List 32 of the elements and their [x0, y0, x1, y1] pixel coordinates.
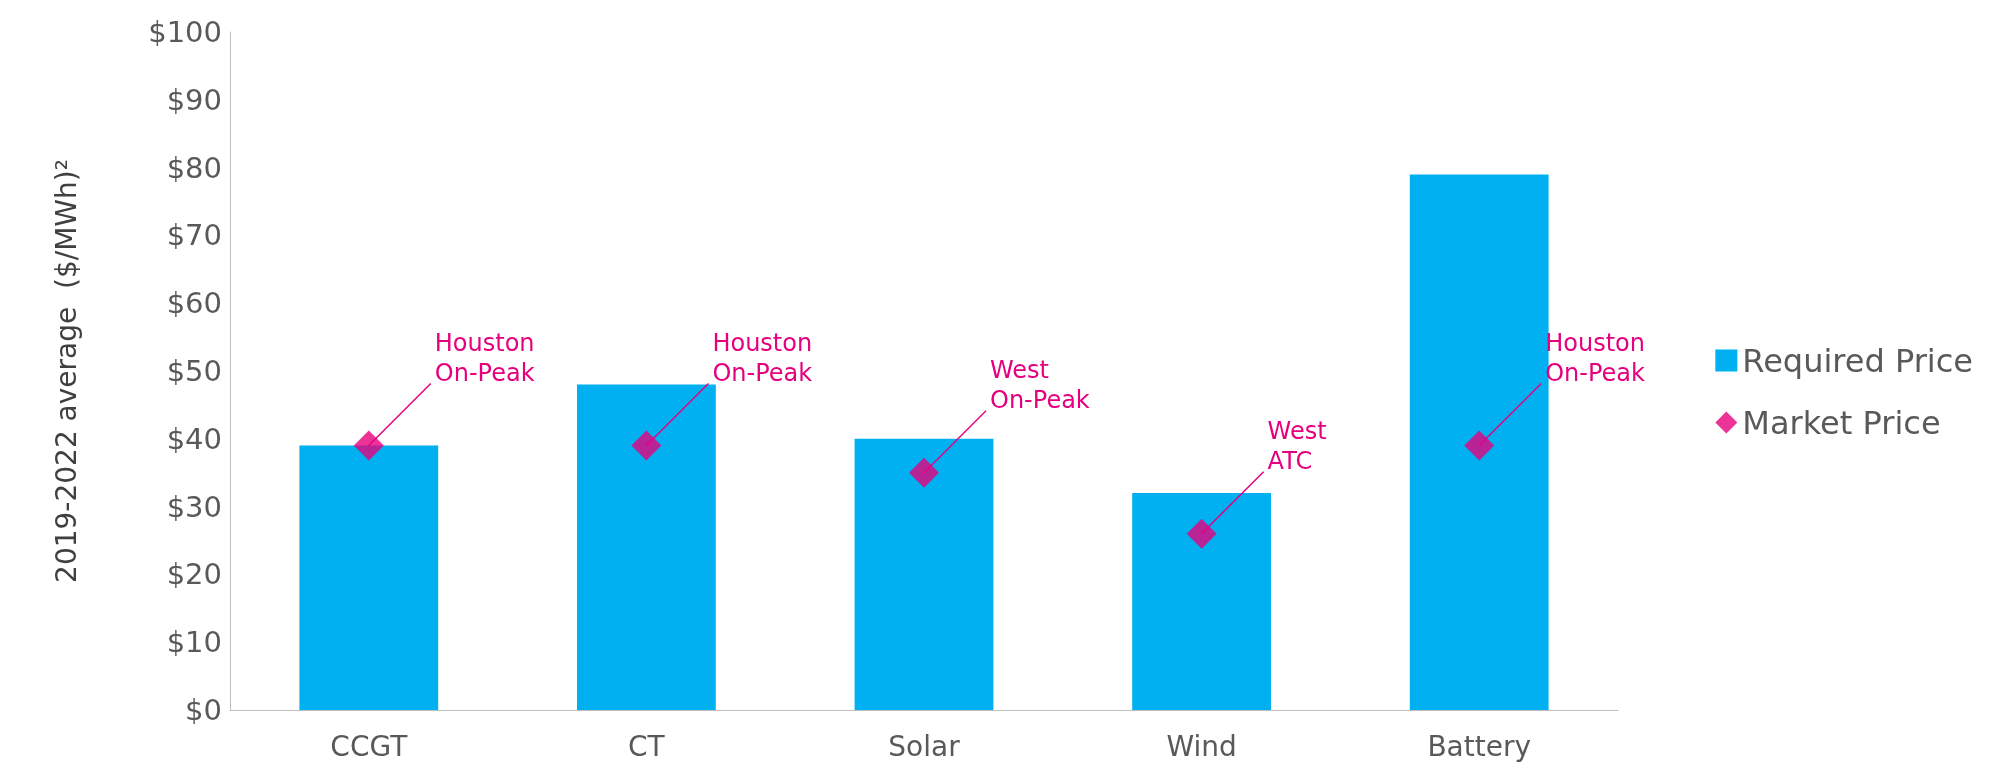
y-tick-label: $70 — [166, 218, 222, 253]
x-tick-label: CT — [628, 729, 666, 763]
point — [1186, 518, 1217, 549]
legend-label: Required Price — [1742, 341, 1973, 380]
y-tick-label: $40 — [166, 421, 222, 456]
y-tick-label: $30 — [166, 489, 222, 524]
point — [1464, 430, 1495, 461]
y-tick-label: $60 — [166, 286, 222, 321]
annotation: Houston On-Peak — [434, 328, 535, 387]
y-tick-label: $100 — [148, 15, 222, 49]
x-tick-label: Wind — [1166, 729, 1237, 763]
annotation: Houston On-Peak — [712, 328, 813, 387]
y-tick-label: $10 — [166, 625, 222, 660]
point — [631, 430, 662, 461]
y-tick-label: $50 — [166, 354, 222, 388]
y-tick-label: $20 — [166, 557, 222, 592]
bar — [299, 445, 439, 710]
x-tick-label: Solar — [888, 729, 961, 763]
bar — [1132, 493, 1271, 710]
bar — [577, 384, 716, 710]
point — [909, 457, 939, 488]
point — [353, 430, 384, 461]
x-tick-label: CCGT — [330, 729, 409, 763]
y-axis-title: 2019-2022 average ($/MWh)² — [49, 159, 83, 583]
bar — [854, 438, 994, 710]
legend-label: Market Price — [1742, 403, 1941, 442]
y-tick-label: $90 — [166, 82, 222, 117]
x-tick-label: Battery — [1427, 729, 1532, 763]
y-tick-label: $80 — [166, 150, 222, 185]
annotation: West ATC — [1267, 416, 1327, 475]
annotation: West On-Peak — [990, 355, 1090, 414]
y-tick-label: $0 — [185, 693, 222, 727]
